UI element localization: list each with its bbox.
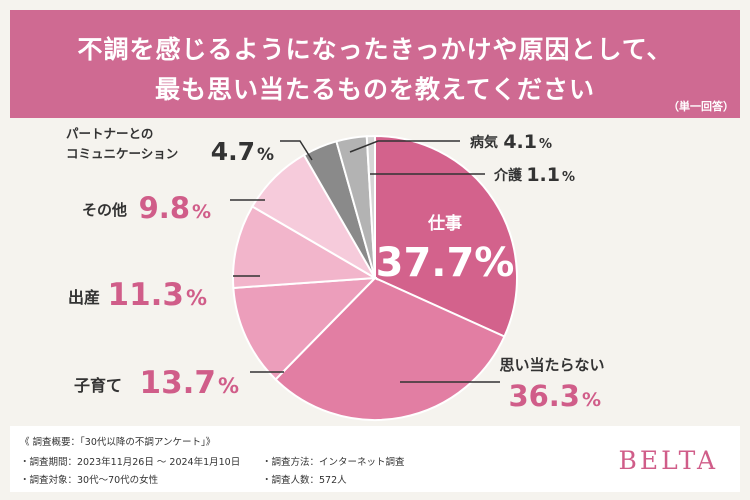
slice-label-work: 仕事: [427, 213, 462, 234]
survey-count: ・調査人数：572人: [262, 475, 347, 486]
slice-value-none: 36.3: [508, 379, 580, 413]
slice-value-birth: 11.3: [108, 277, 185, 313]
slice-label-care: 介護: [493, 167, 523, 184]
leader-lines: [230, 140, 500, 383]
survey-target: ・調査対象：30代〜70代の女性: [20, 475, 159, 486]
slice-label-other: その他: [82, 201, 127, 219]
pie-slices: [232, 134, 518, 421]
pie-slice-0: [374, 134, 518, 338]
slice-label-none: 思い当たらない: [499, 356, 604, 374]
slice-unit-care: %: [562, 170, 575, 185]
leader-line-illness: [349, 140, 460, 153]
pie-slice-3: [232, 205, 379, 290]
slice-value-other: 9.8: [139, 191, 190, 225]
pie-slice-2: [232, 276, 378, 381]
slice-unit-other: %: [192, 201, 211, 223]
slice-unit-partner: %: [257, 145, 274, 165]
leader-line-partner: [280, 140, 313, 161]
answer-type-note: （単一回答）: [668, 100, 734, 113]
pie-slice-7: [365, 134, 376, 279]
slice-value-illness: 4.1: [503, 131, 537, 153]
survey-footer: 《 調査概要：「30代以降の不調アンケート」》 ・調査期間：2023年11月26…: [10, 426, 740, 492]
slice-unit-illness: %: [539, 137, 552, 152]
slice-unit-childcare: %: [218, 374, 239, 398]
brand-logo: BELTA: [618, 446, 718, 475]
slice-label-partner-line1: パートナーとの: [66, 126, 153, 141]
slice-value-childcare: 13.7: [140, 365, 217, 401]
chart-title-line2: 最も思い当たるものを教えてください: [154, 75, 595, 104]
pie-slice-1: [274, 276, 506, 421]
survey-method: ・調査方法：インターネット調査: [262, 457, 405, 468]
slice-label-birth: 出産: [68, 288, 100, 307]
slice-value-partner: 4.7: [211, 137, 255, 166]
survey-title: 《 調査概要：「30代以降の不調アンケート」》: [20, 437, 216, 448]
survey-period: ・調査期間：2023年11月26日 〜 2024年1月10日: [20, 457, 241, 468]
slice-label-childcare: 子育て: [74, 376, 122, 395]
chart-title-line1: 不調を感じるようになったきっかけや原因として、: [77, 35, 673, 64]
slice-label-partner-line2: コミュニケーション: [66, 146, 178, 161]
slice-unit-birth: %: [186, 286, 207, 310]
slice-label-illness: 病気: [470, 134, 498, 151]
slice-value-work: 37.7%: [376, 240, 515, 286]
slice-value-care: 1.1: [526, 164, 560, 186]
title-banner: 不調を感じるようになったきっかけや原因として、 最も思い当たるものを教えてくださ…: [10, 10, 740, 118]
slice-unit-none: %: [582, 389, 601, 411]
